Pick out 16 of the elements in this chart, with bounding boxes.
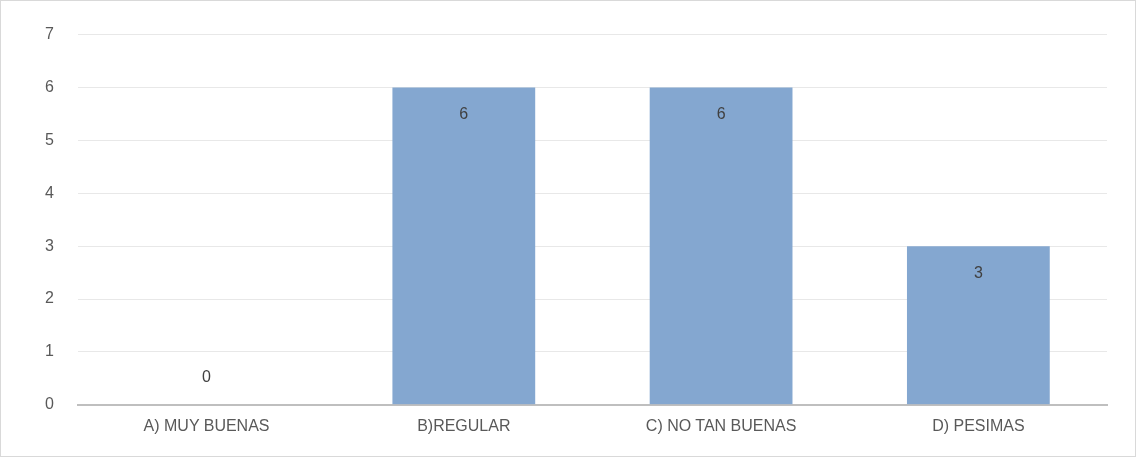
x-tick-label: A) MUY BUENAS: [143, 416, 270, 434]
data-label: 3: [973, 263, 983, 281]
y-tick-label: 0: [44, 395, 54, 413]
y-tick-label: 5: [44, 130, 54, 148]
y-tick-label: 4: [44, 183, 54, 201]
x-tick-label: D) PESIMAS: [932, 416, 1025, 434]
y-tick-label: 1: [44, 342, 54, 360]
data-label: 6: [459, 104, 469, 122]
data-label: 0: [202, 368, 212, 386]
data-label: 6: [716, 104, 726, 122]
y-tick-label: 6: [44, 77, 54, 95]
y-tick-label: 2: [44, 289, 54, 307]
x-tick-label: B)REGULAR: [417, 416, 511, 434]
y-tick-label: 7: [44, 25, 54, 43]
x-tick-label: C) NO TAN BUENAS: [645, 416, 797, 434]
y-tick-label: 3: [44, 236, 54, 254]
